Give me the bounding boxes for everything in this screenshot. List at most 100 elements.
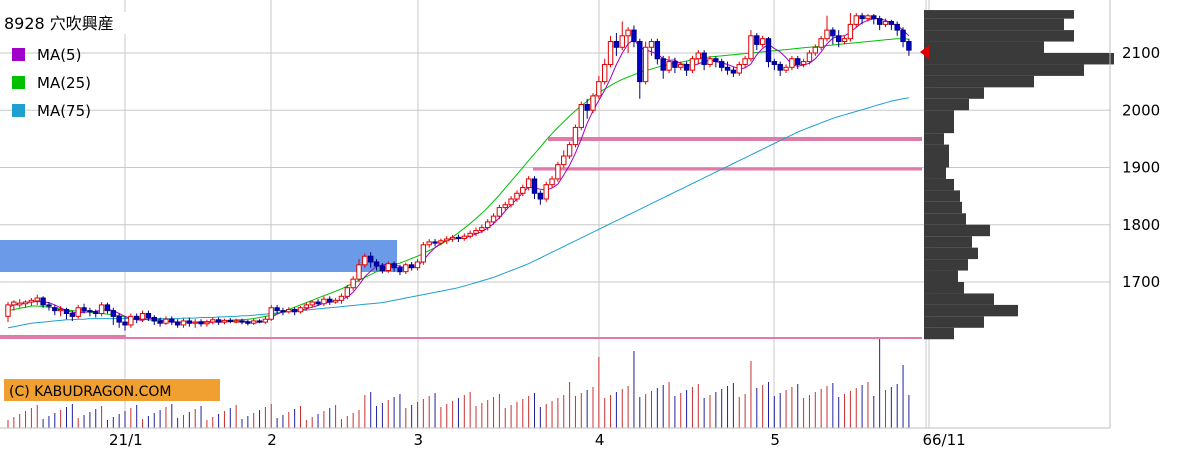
candle-62 (368, 252, 374, 268)
chart-title-background (0, 12, 148, 34)
candle-72 (426, 239, 432, 248)
candle-body (590, 95, 596, 111)
candle-144 (847, 12, 854, 42)
candle-52 (309, 300, 315, 308)
candle-126 (742, 55, 748, 68)
candle-body (22, 301, 29, 305)
candle-body (180, 320, 187, 326)
candle-body (502, 204, 508, 209)
candle-body (607, 41, 614, 65)
candle-78 (461, 233, 468, 241)
candle-146 (859, 12, 865, 25)
candle-body (40, 297, 46, 306)
candle-body (742, 58, 748, 65)
candle-body (800, 61, 807, 65)
candle-11 (69, 310, 76, 321)
volume-profile-bar-26 (924, 327, 954, 340)
candle-73 (432, 239, 438, 247)
candle-107 (631, 25, 637, 48)
candle-59 (350, 276, 356, 291)
candle-70 (414, 259, 421, 271)
candle-145 (853, 12, 859, 28)
candle-body (57, 308, 64, 312)
candle-51 (303, 302, 310, 311)
candle-body (256, 320, 263, 323)
candle-137 (806, 50, 813, 65)
candle-body (479, 227, 485, 231)
candle-47 (280, 307, 286, 316)
x-tick-label-4: 5 (770, 431, 780, 449)
x-tick-label-last: 6/11 (932, 431, 966, 449)
candle-27 (163, 316, 169, 325)
volume-profile-bar-3 (924, 41, 1044, 53)
candle-18 (110, 307, 116, 325)
candle-body (888, 21, 895, 25)
y-tick-label-1700: 1700 (1122, 273, 1160, 291)
volume-profile-bar-12 (924, 167, 946, 179)
candle-150 (882, 18, 889, 28)
volume-profile-bar-6 (924, 75, 1034, 88)
chart-title: 8928 穴吹興産 (4, 14, 114, 33)
candle-body (233, 320, 239, 323)
candle-91 (537, 190, 544, 205)
candle-body (169, 318, 175, 323)
candle-31 (186, 317, 193, 327)
volume-profile-bar-20 (924, 259, 968, 271)
volume-profile-bar-16 (924, 213, 966, 225)
candle-body (362, 255, 368, 266)
candle-77 (455, 234, 462, 242)
candle-body (865, 15, 871, 20)
candle-body (666, 61, 672, 71)
candle-17 (104, 302, 111, 314)
candle-body (642, 46, 649, 83)
candle-body (578, 104, 584, 128)
candle-body (373, 261, 380, 267)
candle-19 (116, 313, 122, 328)
volume-profile-bar-13 (924, 178, 954, 191)
candle-body (508, 198, 514, 206)
candle-68 (403, 262, 409, 274)
candle-90 (531, 176, 538, 199)
candle-body (309, 301, 315, 306)
candle-7 (46, 302, 52, 311)
x-tick-label-0: 21/1 (109, 431, 143, 449)
candle-110 (648, 38, 655, 56)
candle-85 (502, 201, 508, 211)
candle-131 (771, 58, 778, 71)
candle-body (420, 244, 427, 263)
candle-body (841, 38, 848, 43)
candle-body (87, 310, 93, 313)
candle-body (321, 298, 327, 305)
candle-body (683, 63, 690, 71)
candle-1 (11, 300, 17, 311)
candle-15 (93, 309, 99, 318)
candle-body (163, 318, 169, 324)
candle-39 (233, 318, 239, 324)
candle-108 (637, 38, 643, 99)
candle-111 (654, 38, 661, 65)
candle-body (631, 29, 637, 43)
candle-body (122, 321, 128, 326)
candle-body (174, 321, 181, 326)
candle-123 (724, 61, 731, 75)
candle-body (672, 61, 678, 68)
candle-122 (719, 58, 725, 72)
candle-12 (75, 304, 81, 319)
candle-63 (373, 259, 380, 271)
candle-101 (596, 75, 602, 99)
candle-body (327, 298, 333, 303)
candle-109 (642, 41, 649, 85)
candle-body (719, 61, 725, 68)
candle-139 (818, 35, 824, 51)
candle-body (280, 310, 286, 313)
candle-body (830, 29, 836, 37)
candle-body (572, 126, 579, 146)
candle-body (561, 155, 567, 166)
candle-body (432, 241, 438, 244)
candle-body (251, 320, 257, 324)
x-axis-labels: 21/1 2 3 4 5 6 6/11 (109, 431, 966, 449)
candle-5 (34, 294, 40, 305)
candle-48 (286, 307, 292, 314)
candle-body (514, 192, 520, 200)
candle-74 (438, 238, 444, 246)
